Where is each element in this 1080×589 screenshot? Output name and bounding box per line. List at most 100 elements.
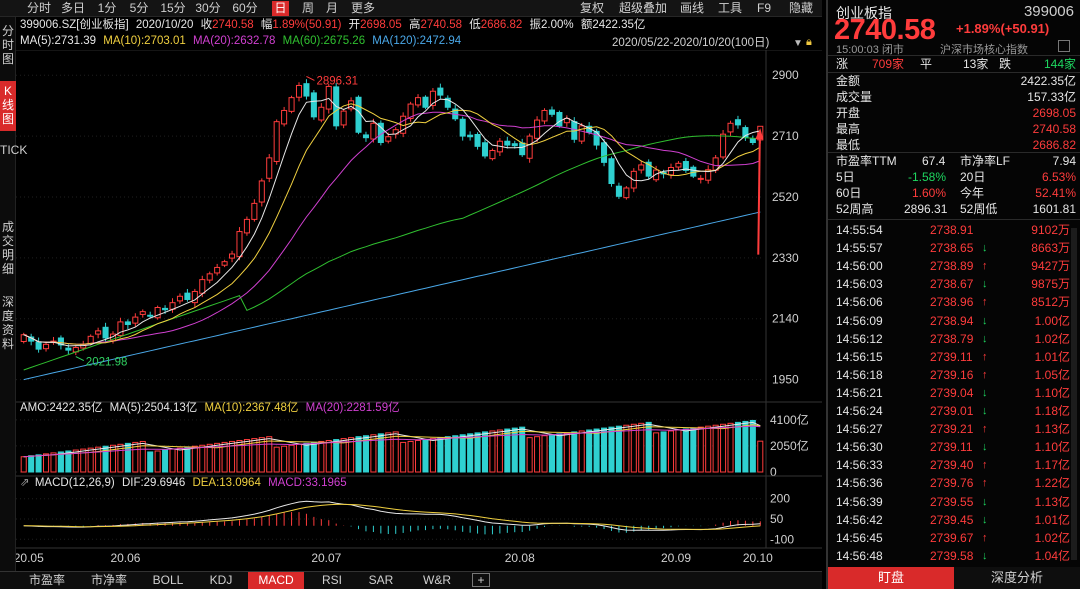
period-tab-1[interactable]: 多日	[60, 1, 85, 15]
tick-direction-icon: ↓	[982, 405, 988, 417]
tab-depth-analysis[interactable]: 深度分析	[954, 567, 1080, 589]
tick-volume: 1.04亿	[1034, 548, 1070, 563]
tick-price: 2739.21	[930, 422, 974, 437]
period-tab-0[interactable]: 分时	[26, 1, 51, 15]
toolbar-btn-0[interactable]: 复权	[579, 1, 604, 15]
tick-price: 2739.16	[930, 367, 974, 382]
tick-time: 14:56:00	[836, 259, 883, 274]
volume-bar	[340, 438, 347, 473]
perf-label: 5日	[836, 170, 855, 184]
tick-direction-icon: ↑	[982, 368, 988, 381]
candle-body	[325, 85, 332, 110]
period-tab-60[interactable]: 60分	[232, 1, 258, 15]
indicator-tab-0[interactable]: 市盈率	[28, 573, 65, 587]
tab-watch[interactable]: 盯盘	[828, 567, 954, 589]
indicator-tab-sar[interactable]: SAR	[368, 573, 394, 587]
volume-bar	[169, 448, 176, 473]
tick-row: 14:56:30 2739.11 ↓ 1.10亿	[836, 438, 1076, 456]
candle-body	[340, 110, 347, 126]
volume-bar	[660, 431, 667, 473]
toolbar-btn-f9[interactable]: F9	[756, 1, 771, 15]
vol-ma10-line	[23, 424, 761, 458]
period-tab-7[interactable]: 日	[272, 1, 289, 16]
candle-body	[385, 136, 392, 142]
tick-row: 14:56:00 2738.89 ↑ 9427万	[836, 257, 1076, 275]
volume-bar	[563, 432, 570, 473]
period-tab-5[interactable]: 5分	[129, 1, 149, 15]
toolbar-btn-1[interactable]: 超级叠加	[618, 1, 667, 15]
period-tab-1[interactable]: 1分	[97, 1, 117, 15]
lock-icon[interactable]: 🔒︎	[806, 36, 812, 48]
candle-body	[191, 290, 198, 304]
volume-bar	[258, 437, 265, 473]
volume-bar	[667, 430, 675, 473]
tick-direction-icon: ↓	[982, 278, 988, 291]
volume-bar	[288, 444, 295, 473]
candle-body	[422, 96, 429, 108]
volume-bar	[95, 446, 102, 473]
info-open: 2698.05	[360, 19, 402, 31]
volume-bar	[355, 436, 362, 473]
flat-count: 13家	[963, 57, 989, 71]
expand-icon[interactable]	[1058, 40, 1070, 52]
ticks-scrollbar[interactable]	[1071, 228, 1077, 560]
volume-bar	[273, 446, 280, 473]
indicator-tab-boll[interactable]: BOLL	[152, 573, 184, 587]
candle-body	[615, 185, 622, 197]
candle-body	[415, 97, 422, 106]
period-tab-15[interactable]: 15分	[160, 1, 186, 15]
tick-row: 14:55:54 2738.91 9102万	[836, 221, 1076, 239]
info-amount: 2422.35亿	[592, 19, 646, 31]
info-amplitude: 2.00%	[541, 19, 574, 31]
tick-price: 2739.01	[930, 404, 974, 418]
annotation-arrow-head	[755, 128, 764, 140]
range-dropdown-icon[interactable]: ▼	[793, 38, 803, 49]
period-tab-10[interactable]: 更多	[350, 1, 375, 15]
toolbar-btn-3[interactable]: 工具	[717, 1, 742, 15]
pb-label: 市净率LF	[960, 154, 1011, 168]
period-tab-9[interactable]: 月	[325, 1, 338, 15]
macd-legend: ⇗ MACD(12,26,9) DIF:29.6946 DEA:13.0964 …	[20, 476, 740, 490]
volume-bar	[132, 441, 139, 473]
stat-label: 最高	[836, 122, 861, 136]
stat-value: 2686.82	[1032, 138, 1076, 152]
quote-status: 15:00:03 闭市	[836, 41, 904, 57]
indicator-tab-rsi[interactable]: RSI	[321, 573, 342, 587]
candle-body	[154, 306, 161, 319]
toolbar-btn-2[interactable]: 画线	[679, 1, 704, 15]
kline-chart[interactable]: 2900 2710 2520 2330 2140 1950 2896.31 2021.98 41…	[16, 50, 822, 571]
tick-direction-icon: ↑	[982, 531, 988, 544]
quote-time: 15:00:03	[836, 44, 879, 56]
candle-body	[534, 119, 541, 139]
perf-label: 20日	[960, 170, 986, 184]
amt-label: 额	[580, 19, 593, 31]
chg-label: 幅	[260, 19, 273, 31]
volume-bar	[303, 442, 310, 473]
period-tab-30[interactable]: 30分	[195, 1, 221, 15]
side-tab-kline[interactable]: K线图	[0, 81, 16, 131]
indicator-tab-kdj[interactable]: KDJ	[209, 573, 233, 587]
tick-direction-icon: ↑	[982, 260, 988, 273]
side-tab-trades[interactable]: 成交明细	[1, 220, 14, 276]
tick-volume: 1.05亿	[1034, 367, 1070, 382]
tick-volume: 1.02亿	[1034, 331, 1070, 346]
macd-settings-icon[interactable]: ⇗	[20, 477, 30, 489]
toolbar-btn-5[interactable]: 隐藏	[788, 1, 813, 15]
volume-bar	[102, 445, 109, 473]
period-tab-8[interactable]: 周	[301, 1, 314, 15]
perf-row: 5日 -1.58% 20日 6.53%	[836, 169, 1076, 185]
indicator-tab-8[interactable]: +	[472, 573, 490, 587]
tick-direction-icon: ↑	[982, 350, 988, 363]
side-tab-intraday[interactable]: 分时图	[1, 24, 14, 66]
indicator-tab-w-r[interactable]: W&R	[423, 573, 451, 587]
indicator-tab-1[interactable]: 市净率	[90, 573, 127, 587]
breadth-row: 涨 709家 平 13家 跌 144家	[836, 56, 1076, 72]
tick-volume: 9875万	[1031, 277, 1070, 292]
indicator-tab-macd[interactable]: MACD	[248, 572, 304, 589]
side-tab-tick[interactable]: TICK	[0, 143, 28, 157]
volume-bar	[690, 427, 697, 473]
volume-bar	[727, 422, 734, 473]
tick-time: 14:55:54	[836, 223, 883, 237]
side-tab-depth[interactable]: 深度资料	[1, 295, 14, 351]
volume-bar	[422, 439, 429, 473]
